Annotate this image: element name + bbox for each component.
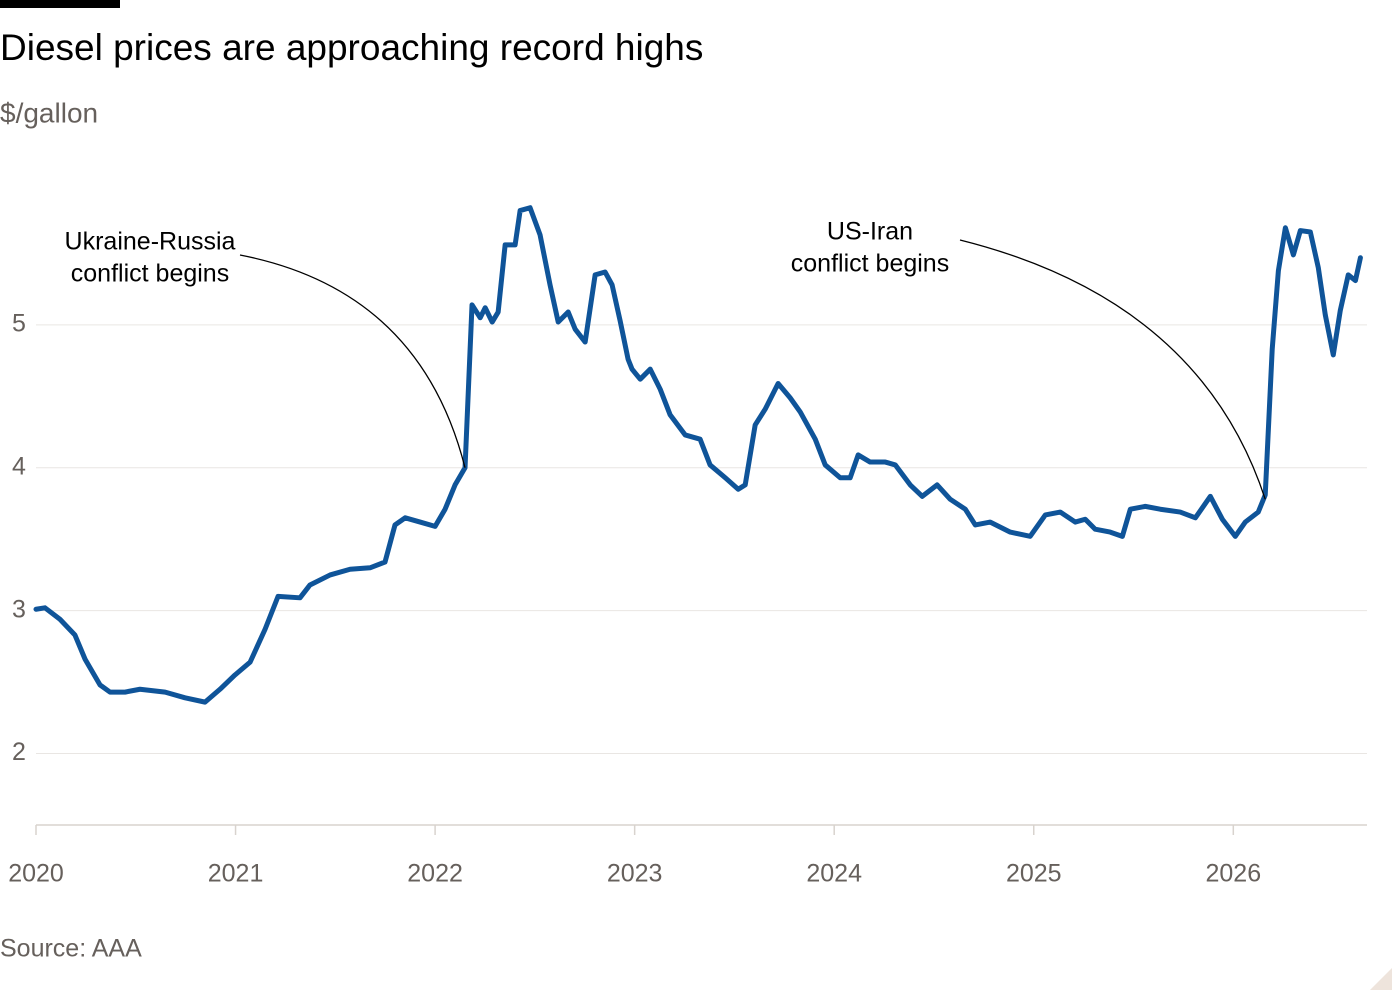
brand-bar [0,0,120,8]
x-tick-label: 2022 [407,860,463,888]
annotation-text: Ukraine-Russia [65,228,236,256]
chart-subtitle: $/gallon [0,97,98,128]
x-tick-label: 2023 [607,860,663,888]
x-tick-label: 2020 [8,860,64,888]
annotation-text: conflict begins [791,250,949,278]
price-line [33,205,1363,705]
annotation-text: conflict begins [71,260,229,288]
corner-mark [1370,968,1392,990]
x-tick-label: 2024 [806,860,862,888]
y-tick-label: 5 [12,309,26,337]
x-tick-label: 2021 [208,860,264,888]
annotation-leader [959,239,1266,500]
x-tick-label: 2026 [1205,860,1261,888]
y-tick-label: 2 [12,738,26,766]
x-tick-label: 2025 [1006,860,1062,888]
y-tick-label: 4 [12,452,26,480]
source: Source: AAA [0,935,142,963]
annotation-text: US-Iran [827,218,913,246]
annotation-leader [239,254,466,468]
y-tick-label: 3 [12,595,26,623]
chart-title: Diesel prices are approaching record hig… [0,27,703,68]
